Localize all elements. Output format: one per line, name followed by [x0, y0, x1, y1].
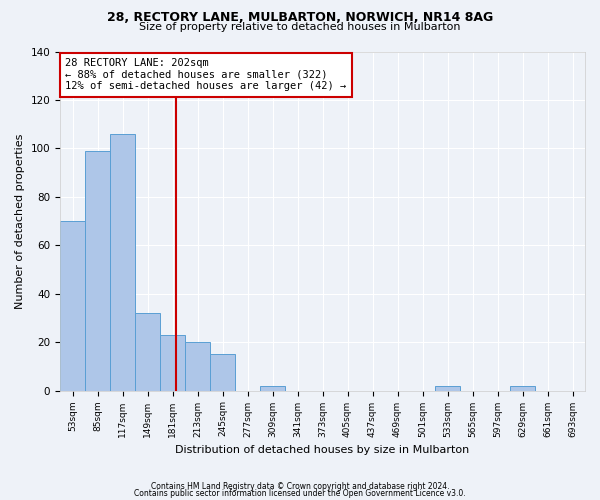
Text: Contains HM Land Registry data © Crown copyright and database right 2024.: Contains HM Land Registry data © Crown c… [151, 482, 449, 491]
Bar [110, 134, 135, 390]
Bar [135, 313, 160, 390]
Bar [210, 354, 235, 391]
Text: 28, RECTORY LANE, MULBARTON, NORWICH, NR14 8AG: 28, RECTORY LANE, MULBARTON, NORWICH, NR… [107, 11, 493, 24]
Text: Size of property relative to detached houses in Mulbarton: Size of property relative to detached ho… [139, 22, 461, 32]
Bar [510, 386, 535, 390]
Bar [85, 151, 110, 390]
Text: Contains public sector information licensed under the Open Government Licence v3: Contains public sector information licen… [134, 490, 466, 498]
Bar [435, 386, 460, 390]
X-axis label: Distribution of detached houses by size in Mulbarton: Distribution of detached houses by size … [175, 445, 470, 455]
Bar [260, 386, 285, 390]
Bar [185, 342, 210, 390]
Bar [60, 221, 85, 390]
Bar [160, 335, 185, 390]
Y-axis label: Number of detached properties: Number of detached properties [15, 134, 25, 308]
Text: 28 RECTORY LANE: 202sqm
← 88% of detached houses are smaller (322)
12% of semi-d: 28 RECTORY LANE: 202sqm ← 88% of detache… [65, 58, 347, 92]
